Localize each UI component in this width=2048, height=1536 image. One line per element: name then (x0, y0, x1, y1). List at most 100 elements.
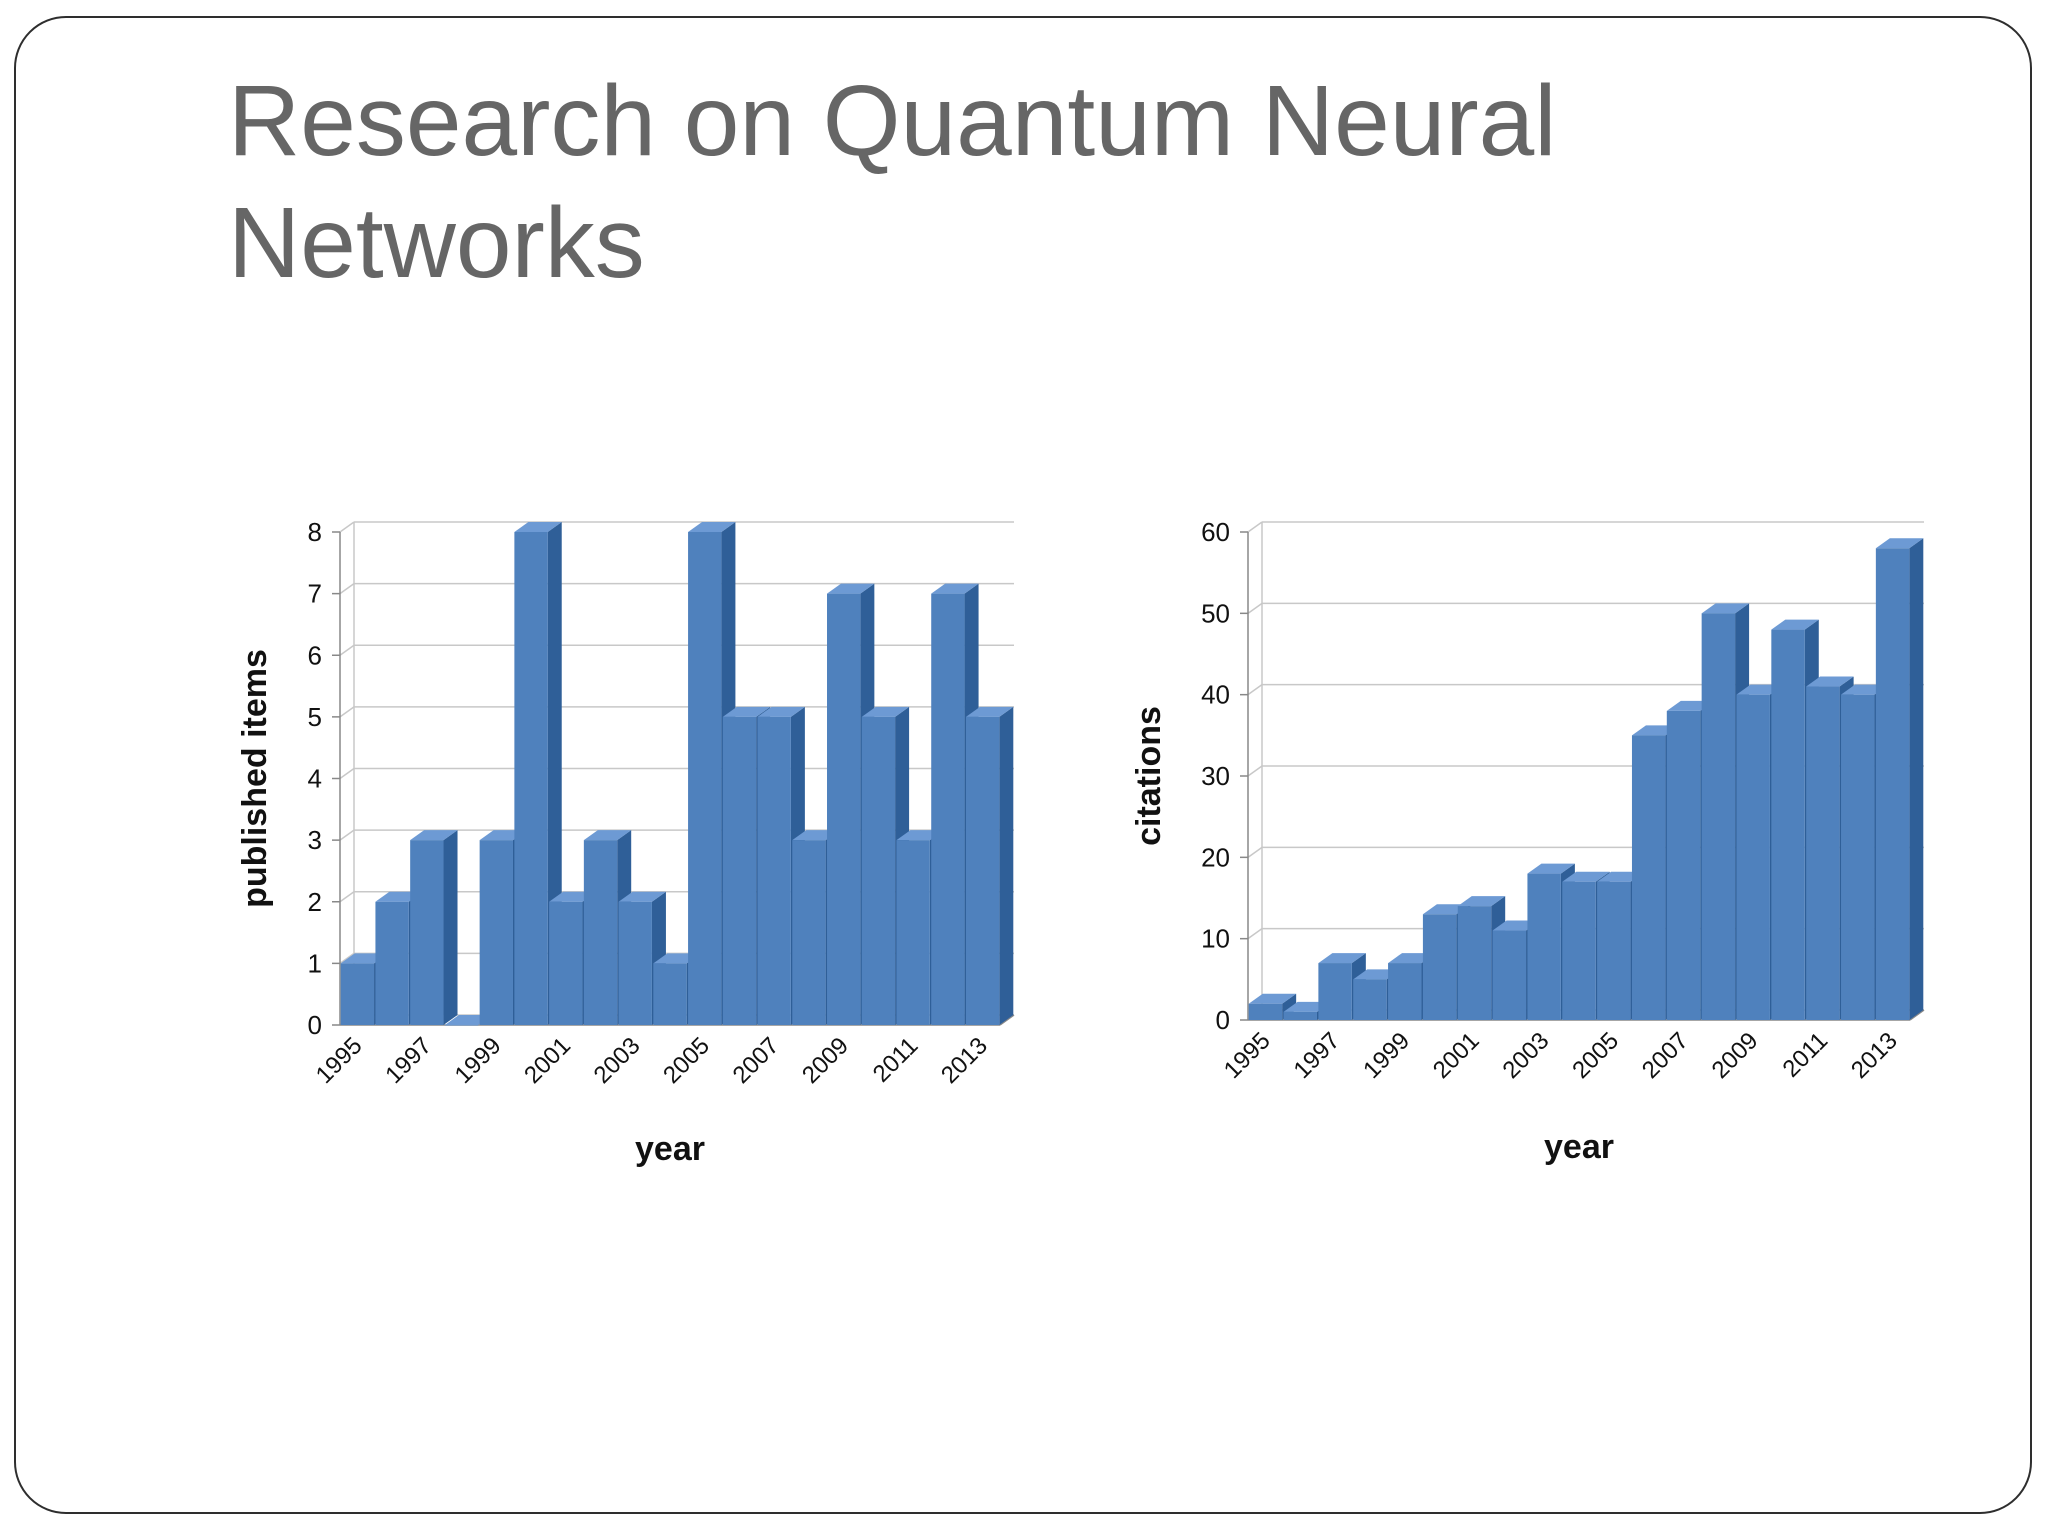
bar-top (1457, 896, 1506, 907)
bar (1248, 993, 1297, 1020)
x-tick-label: 2003 (1498, 1027, 1555, 1084)
x-tick-label: 2013 (1846, 1027, 1903, 1084)
x-axis-label: year (1544, 1128, 1614, 1166)
x-axis-depth (1909, 1009, 1925, 1021)
gridline-depth (339, 891, 355, 903)
bar-front (1527, 873, 1561, 1020)
x-tick-label: 1999 (450, 1032, 507, 1089)
x-tick-label: 1995 (1219, 1027, 1276, 1084)
y-tick-label: 5 (308, 702, 322, 732)
bar-top (931, 583, 979, 594)
gridline-depth (339, 521, 355, 533)
bar-side (443, 830, 458, 1025)
x-tick-label: 2013 (936, 1032, 993, 1089)
bar-front (1422, 914, 1457, 1020)
x-tick-label: 2011 (868, 1032, 924, 1088)
bar-front (1631, 735, 1666, 1020)
bar-front (1701, 613, 1736, 1020)
bar-top (1527, 863, 1575, 874)
bar-front (688, 532, 722, 1025)
gridline-depth (1247, 602, 1263, 614)
bar-front (410, 840, 444, 1025)
bar-front (1666, 710, 1701, 1020)
bar-front (931, 593, 965, 1025)
y-tick-label: 10 (1201, 924, 1230, 954)
bar-front (549, 901, 583, 1025)
x-tick-label: 2003 (589, 1032, 646, 1089)
x-tick-label: 1999 (1358, 1027, 1415, 1084)
x-tick-label: 2009 (1707, 1027, 1764, 1084)
bar-top (688, 522, 736, 532)
bar-side (1909, 538, 1924, 1020)
bar-front (479, 840, 513, 1025)
x-tick-label: 1995 (311, 1032, 368, 1089)
gridline-depth (339, 644, 355, 656)
bar-front (1875, 548, 1910, 1020)
bar-top (1875, 538, 1924, 549)
bar-top (1318, 953, 1366, 964)
y-tick-label: 30 (1201, 761, 1230, 791)
bar-front (1562, 881, 1596, 1020)
y-tick-label: 4 (308, 764, 322, 794)
x-tick-label: 2005 (658, 1032, 715, 1089)
x-tick-label: 2009 (797, 1032, 854, 1089)
published-items-chart: 0 1 2 3 4 5 6 7 8 1995 1997 1999 2001 2003 2005 2007 200… (236, 517, 1015, 1168)
bar-front (340, 963, 375, 1025)
bar-front (792, 840, 826, 1025)
x-tick-label: 1997 (380, 1032, 437, 1089)
y-tick-label: 7 (308, 579, 322, 609)
slide-title-line-1: Research on Quantum Neural (228, 65, 1557, 177)
bar-front (1736, 694, 1770, 1020)
bar-top (827, 583, 875, 594)
gridline-depth (1247, 928, 1263, 940)
bar-front (375, 901, 409, 1025)
bar-front (861, 716, 896, 1025)
y-tick-label: 20 (1201, 842, 1230, 872)
y-tick-label: 6 (308, 640, 322, 670)
x-tick-label: 2011 (1778, 1027, 1834, 1083)
bar-front (896, 840, 930, 1025)
y-tick-label: 3 (308, 825, 322, 855)
bar-front (1597, 881, 1631, 1020)
y-tick-label: 40 (1201, 680, 1230, 710)
bar-front (827, 593, 861, 1025)
bar-front (1841, 694, 1875, 1020)
x-tick-label: 2001 (519, 1032, 576, 1089)
y-tick-label: 60 (1201, 517, 1230, 547)
x-tick-label: 2007 (1637, 1027, 1694, 1084)
y-tick-label: 8 (308, 517, 322, 547)
bar-top (722, 706, 771, 717)
bar-top (618, 891, 666, 902)
bar-front (965, 716, 1000, 1025)
y-tick-label: 0 (308, 1010, 322, 1040)
y-tick-label: 1 (308, 948, 322, 978)
y-tick-label: 2 (308, 887, 322, 917)
bar-top (1806, 676, 1854, 687)
slide-title: Research on Quantum Neural Networks (228, 60, 1928, 304)
gridline-depth (1247, 521, 1263, 533)
bar-top (861, 706, 910, 717)
x-tick-label: 2001 (1428, 1027, 1485, 1084)
chart-plot-area: 0 1 2 3 4 5 6 7 8 1995 1997 1999 2001 2003 2005 2007 200… (236, 517, 1015, 1168)
bar-front (1248, 1003, 1283, 1020)
gridline-depth (339, 767, 355, 780)
bar-front (1283, 1011, 1317, 1020)
bar-top (757, 706, 805, 717)
bar-top (1248, 993, 1297, 1004)
bar-top (965, 706, 1014, 717)
bar-front (444, 1025, 479, 1026)
x-tick-label: 2007 (728, 1032, 785, 1089)
bar-top (1771, 619, 1819, 630)
bar-top (1701, 603, 1750, 614)
bar-front (653, 963, 687, 1025)
x-tick-label: 1997 (1289, 1027, 1346, 1084)
gridline-depth (339, 952, 355, 964)
bar-front (1318, 963, 1352, 1020)
bar-front (618, 901, 652, 1025)
bar-top (583, 830, 632, 841)
bar-front (1457, 906, 1492, 1020)
bar (514, 522, 562, 1025)
x-tick-label: 2005 (1567, 1027, 1624, 1084)
gridline-depth (1247, 846, 1263, 858)
